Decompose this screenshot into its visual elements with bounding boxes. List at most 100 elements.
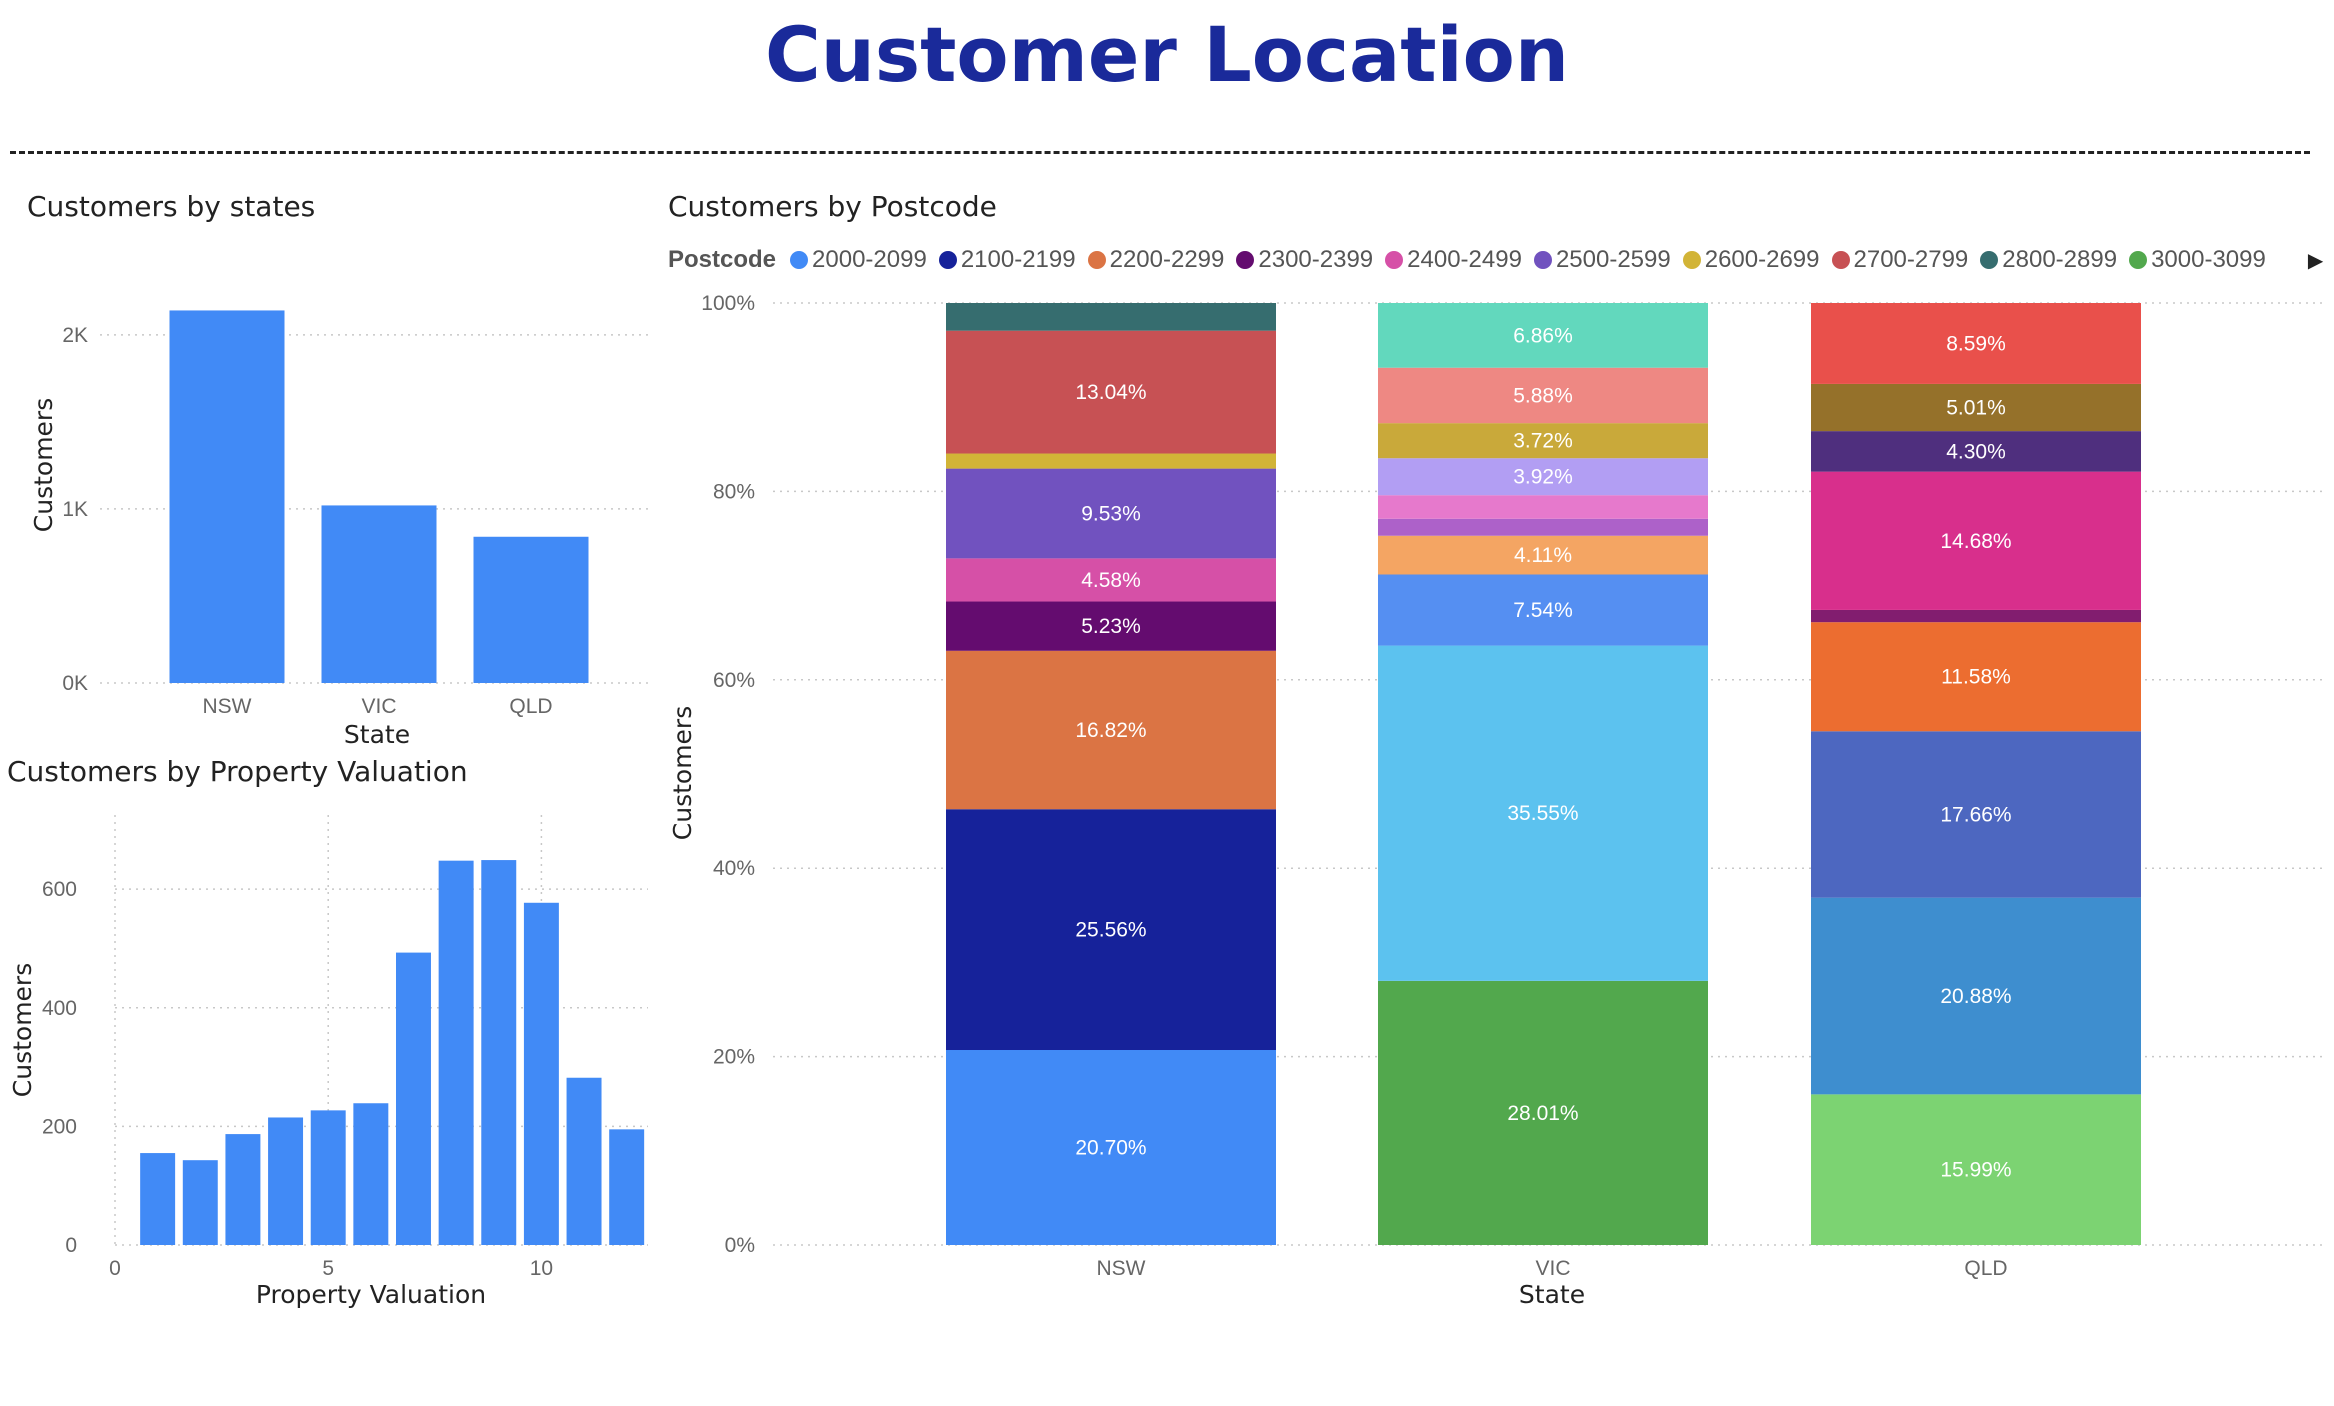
bar-segment: [1811, 622, 2141, 732]
legend-item[interactable]: 2500-2599: [1533, 246, 1671, 274]
bar-segment: [1811, 383, 2141, 432]
bar-segment: [946, 303, 1276, 331]
bar-segment: [1378, 367, 1708, 424]
bar-segment: [1811, 897, 2141, 1095]
x-tick-label: QLD: [1964, 1257, 2007, 1280]
legend-label: 2100-2199: [960, 246, 1076, 273]
bar: [140, 1153, 176, 1245]
data-label: 6.86%: [1513, 324, 1573, 347]
legend-item[interactable]: 2200-2299: [1087, 246, 1225, 274]
data-label: 17.66%: [1940, 803, 2011, 826]
postcode-chart-title: Customers by Postcode: [668, 190, 997, 223]
valuation-bar-chart: 0 200 400 600 0 5 10 Property Valuation Customer…: [8, 815, 648, 1309]
bar-segment: [946, 558, 1276, 602]
bar-segment: [1378, 495, 1708, 519]
bar-segment: [946, 650, 1276, 810]
bar: [609, 1129, 645, 1245]
data-label: 28.01%: [1507, 1102, 1578, 1125]
legend-label: 2200-2299: [1109, 246, 1225, 273]
legend-item[interactable]: 3000-3099: [2129, 246, 2266, 274]
bar: [438, 860, 474, 1245]
legend-dot-icon: [1831, 251, 1850, 269]
bar: [523, 902, 559, 1245]
x-axis-title: State: [1519, 1280, 1585, 1309]
y-tick-label: 2K: [62, 324, 88, 347]
bar: [182, 1160, 218, 1245]
bar-segment: [1811, 303, 2141, 384]
bar-segment: [1811, 431, 2141, 472]
legend-label: 2700-2799: [1853, 246, 1969, 273]
y-tick-label: 0K: [62, 672, 88, 695]
bar-segment: [946, 453, 1276, 469]
bar-segment: [1378, 458, 1708, 496]
bar-segment: [1378, 518, 1708, 536]
bar: [395, 952, 431, 1245]
bar: [225, 1134, 261, 1245]
x-tick-label: VIC: [361, 695, 396, 718]
y-tick-label: 20%: [713, 1046, 755, 1069]
data-label: 5.88%: [1513, 384, 1573, 407]
y-axis-title: Customers: [8, 963, 37, 1097]
x-tick-label: NSW: [1097, 1257, 1146, 1280]
bar: [566, 1077, 602, 1245]
bar: [169, 310, 285, 683]
legend-dot-icon: [1682, 251, 1701, 269]
bar-segment: [1378, 574, 1708, 646]
bar: [310, 1110, 346, 1245]
bar: [268, 1117, 304, 1245]
data-label: 16.82%: [1075, 719, 1146, 742]
data-label: 20.88%: [1940, 985, 2011, 1008]
x-tick-label: 0: [109, 1257, 121, 1280]
data-label: 9.53%: [1081, 502, 1141, 525]
legend-dot-icon: [1385, 251, 1404, 269]
bar-segment: [1811, 1094, 2141, 1245]
data-label: 4.30%: [1946, 440, 2006, 463]
data-label: 3.72%: [1513, 430, 1573, 453]
bar-segment: [1378, 303, 1708, 368]
legend-label: 2800-2899: [2002, 246, 2118, 273]
legend-item[interactable]: 2800-2899: [1980, 246, 2117, 274]
data-label: 25.56%: [1075, 919, 1146, 942]
bar-segment: [946, 1050, 1276, 1245]
data-label: 4.58%: [1081, 569, 1141, 592]
legend-dot-icon: [1236, 251, 1255, 269]
bar-segment: [1378, 535, 1708, 575]
page-title: Customer Location: [764, 10, 1569, 99]
y-axis-title: Customers: [29, 398, 58, 532]
legend-title: Postcode: [668, 246, 777, 273]
data-label: 5.01%: [1946, 397, 2006, 420]
x-tick-label: NSW: [203, 695, 252, 718]
y-tick-label: 0: [65, 1234, 77, 1257]
x-tick-label: 5: [322, 1257, 334, 1280]
legend-item[interactable]: 2300-2399: [1236, 246, 1373, 274]
data-label: 15.99%: [1940, 1159, 2011, 1182]
legend-item[interactable]: 2000-2099: [790, 246, 927, 274]
data-label: 35.55%: [1507, 802, 1578, 825]
legend-item[interactable]: 2100-2199: [938, 246, 1076, 274]
data-label: 13.04%: [1075, 381, 1146, 404]
data-label: 3.92%: [1513, 466, 1573, 489]
legend-item[interactable]: 2600-2699: [1682, 246, 1820, 274]
legend-item[interactable]: 2400-2499: [1385, 246, 1522, 274]
bar: [321, 505, 437, 683]
y-tick-label: 40%: [713, 857, 755, 880]
bar-segment: [946, 601, 1276, 651]
y-tick-label: 200: [42, 1115, 77, 1138]
states-bar-chart: 0K 1K 2K NSW VIC QLD State Customers: [29, 310, 648, 749]
legend-label: 2500-2599: [1555, 246, 1671, 273]
data-label: 4.11%: [1514, 544, 1572, 567]
legend-item[interactable]: 2700-2799: [1831, 246, 1969, 274]
y-tick-label: 0%: [725, 1234, 755, 1257]
x-axis-title: State: [344, 720, 410, 749]
y-tick-label: 600: [42, 878, 77, 901]
states-chart-title: Customers by states: [27, 190, 316, 223]
triangle-right-icon[interactable]: ▶: [2307, 249, 2324, 272]
x-tick-label: VIC: [1535, 1257, 1570, 1280]
bar: [473, 536, 589, 683]
bar-segment: [1378, 645, 1708, 981]
legend-label: 2000-2099: [812, 246, 927, 273]
x-tick-label: QLD: [509, 695, 552, 718]
legend-dot-icon: [2129, 251, 2148, 269]
data-label: 11.58%: [1941, 666, 2011, 689]
